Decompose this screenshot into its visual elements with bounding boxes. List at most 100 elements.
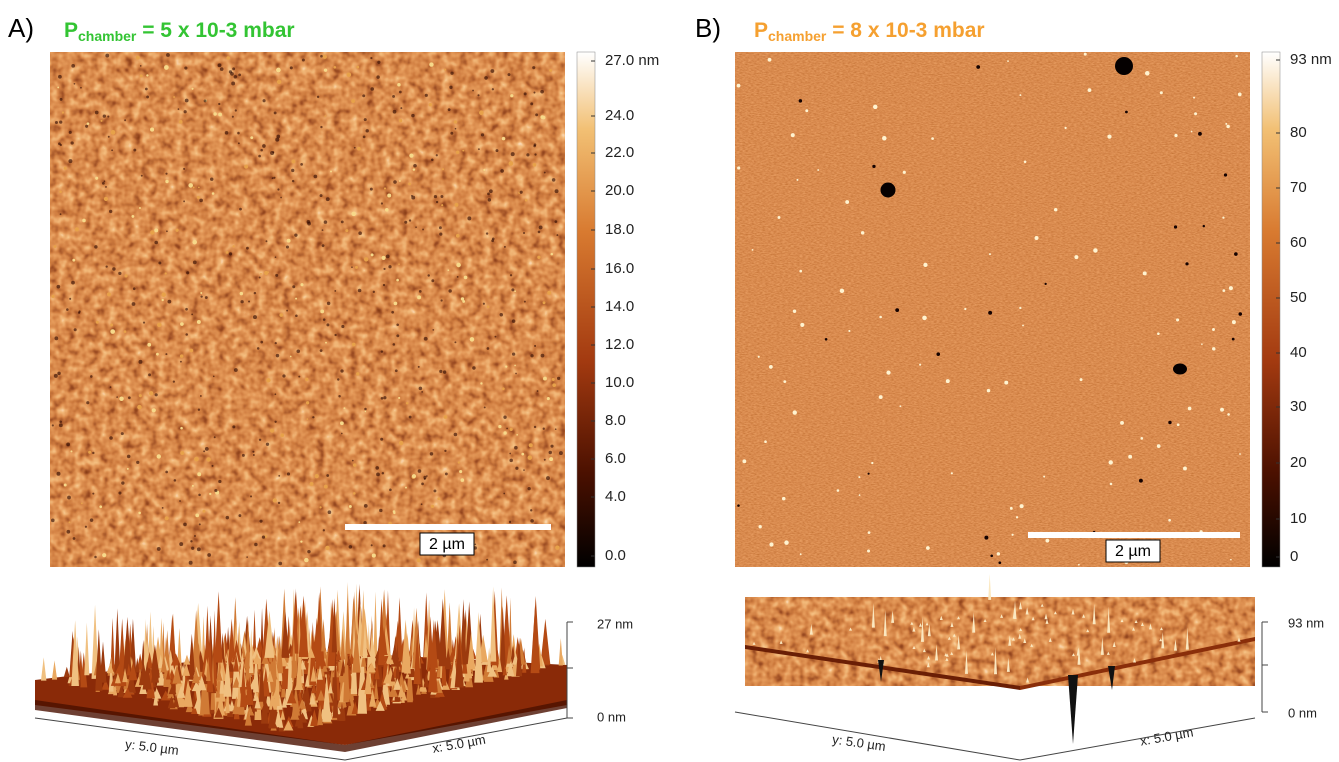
pore xyxy=(262,99,266,103)
pore xyxy=(362,94,366,98)
pore xyxy=(411,113,415,118)
pore xyxy=(144,87,148,91)
grain xyxy=(549,457,554,462)
pore xyxy=(438,226,442,230)
pore xyxy=(396,323,399,327)
colorbar-tick-label: 50 xyxy=(1290,289,1307,306)
spike xyxy=(244,709,252,726)
particle xyxy=(848,329,851,333)
x-axis-label: x: 5.0 µm xyxy=(431,732,487,756)
grain xyxy=(460,297,465,301)
pit-spike xyxy=(1068,675,1078,744)
spike xyxy=(143,619,148,678)
spike xyxy=(849,627,853,631)
pore xyxy=(131,302,136,306)
particle xyxy=(923,262,928,268)
pore xyxy=(484,76,488,80)
pore xyxy=(454,341,457,344)
particle xyxy=(931,137,934,140)
pore xyxy=(486,347,490,350)
grain xyxy=(398,263,400,266)
pore xyxy=(166,53,170,57)
spike xyxy=(920,616,924,642)
pore xyxy=(444,449,447,453)
spike xyxy=(1045,618,1049,624)
pore xyxy=(274,420,277,423)
spike xyxy=(182,662,191,676)
grain xyxy=(164,272,167,275)
spike xyxy=(1044,613,1048,620)
grain xyxy=(197,472,202,477)
grain xyxy=(188,183,193,188)
spike xyxy=(236,681,242,707)
pore xyxy=(376,472,380,477)
pore xyxy=(183,200,186,203)
pore xyxy=(449,85,453,89)
grain xyxy=(194,456,199,462)
spike xyxy=(1031,616,1035,621)
spike xyxy=(114,672,121,684)
grain xyxy=(456,262,461,268)
pore xyxy=(370,544,373,547)
pore xyxy=(380,396,384,400)
spike xyxy=(499,606,507,673)
grain xyxy=(397,82,401,87)
grain xyxy=(295,297,298,300)
particle xyxy=(1231,320,1236,325)
pore xyxy=(232,425,236,429)
surface-3d xyxy=(35,581,567,752)
spike xyxy=(225,682,230,714)
grain xyxy=(555,545,560,550)
pore xyxy=(183,110,187,114)
grain xyxy=(364,410,367,413)
pore xyxy=(1168,420,1172,425)
pore xyxy=(54,120,58,125)
grain xyxy=(351,211,357,217)
grain xyxy=(514,364,516,367)
pore xyxy=(421,482,424,486)
pore xyxy=(77,311,81,314)
particle xyxy=(1023,160,1027,164)
grain xyxy=(462,299,466,303)
pore xyxy=(546,476,550,481)
pore xyxy=(59,143,62,147)
spike xyxy=(1008,635,1012,646)
grain xyxy=(324,115,327,117)
pore xyxy=(158,261,162,265)
spike xyxy=(438,598,448,667)
grain xyxy=(53,245,57,248)
pore xyxy=(429,452,434,456)
colorbar-tick-label: 40 xyxy=(1290,344,1307,361)
pore xyxy=(92,492,95,495)
grain xyxy=(486,305,490,309)
particle xyxy=(792,410,797,415)
spike xyxy=(168,684,177,695)
spike xyxy=(315,592,324,669)
grain xyxy=(325,545,330,551)
spike xyxy=(393,678,402,690)
pore xyxy=(277,501,281,505)
pore xyxy=(383,396,387,400)
spike xyxy=(311,678,317,694)
spike xyxy=(110,675,119,686)
particle xyxy=(1019,94,1022,97)
spike xyxy=(160,655,167,673)
pore xyxy=(179,500,181,502)
spike xyxy=(304,674,310,687)
grain xyxy=(150,230,155,235)
grain xyxy=(161,298,164,302)
pore xyxy=(554,220,558,223)
pore xyxy=(440,195,444,198)
grain xyxy=(276,79,282,85)
grain xyxy=(459,470,463,474)
pore xyxy=(353,146,356,149)
pore xyxy=(523,92,527,96)
particle xyxy=(1004,380,1009,385)
pit-spike xyxy=(1108,666,1115,690)
spike xyxy=(117,684,125,698)
grain xyxy=(154,228,159,233)
particle xyxy=(836,489,840,492)
pore xyxy=(509,274,513,277)
pore xyxy=(536,390,539,392)
particle xyxy=(1142,271,1147,276)
